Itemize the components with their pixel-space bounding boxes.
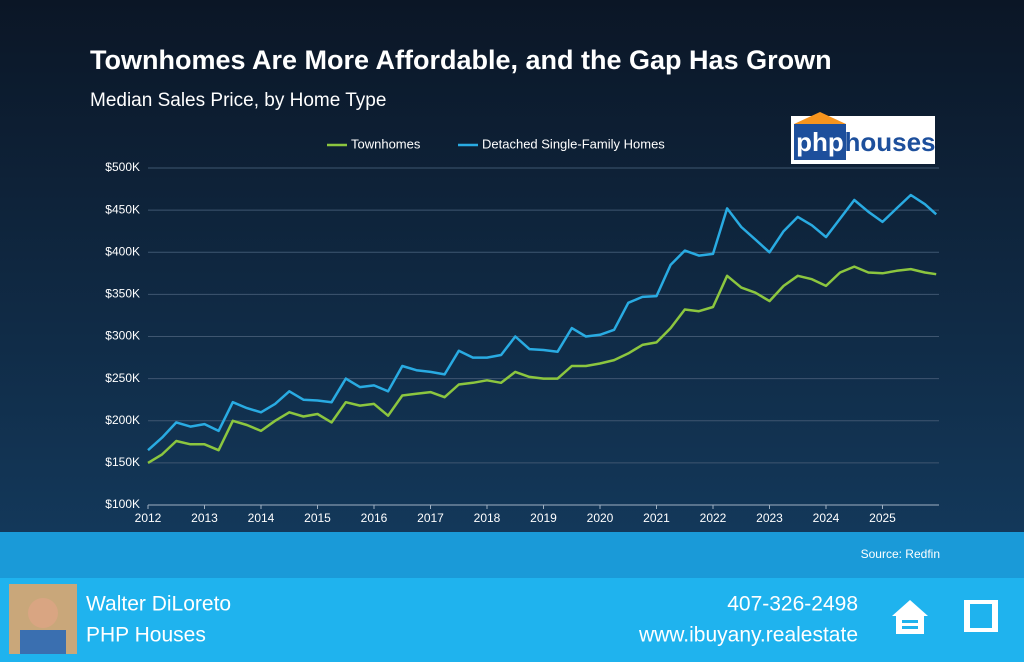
x-tick-label: 2018 xyxy=(474,511,501,525)
x-tick-label: 2016 xyxy=(361,511,388,525)
x-tick-label: 2024 xyxy=(813,511,840,525)
y-tick-label: $150K xyxy=(105,455,140,469)
line-series xyxy=(147,193,938,452)
x-tick-label: 2021 xyxy=(643,511,670,525)
logo: php houses xyxy=(791,112,936,164)
y-tick-label: $100K xyxy=(105,497,140,511)
agent-company: PHP Houses xyxy=(86,624,206,647)
x-tick-label: 2014 xyxy=(248,511,275,525)
y-tick-label: $450K xyxy=(105,202,140,216)
realtor-icon xyxy=(964,600,998,632)
x-tick-label: 2019 xyxy=(530,511,557,525)
photo-face xyxy=(28,598,58,628)
y-tick-label: $250K xyxy=(105,371,140,385)
x-tick-label: 2017 xyxy=(417,511,444,525)
x-tick-label: 2015 xyxy=(304,511,331,525)
equal-housing-icon xyxy=(892,600,928,634)
source-band xyxy=(0,532,1024,578)
realtor-inner xyxy=(970,604,992,628)
x-tick-label: 2023 xyxy=(756,511,783,525)
agent-name: Walter DiLoreto xyxy=(86,593,231,616)
house-bar xyxy=(902,626,918,629)
logo-right: houses xyxy=(844,127,935,157)
legend-label: Townhomes xyxy=(351,136,421,151)
chart-title: Townhomes Are More Affordable, and the G… xyxy=(90,45,832,75)
phone: 407-326-2498 xyxy=(727,593,858,616)
logo-left: php xyxy=(796,127,844,157)
house-bar xyxy=(902,620,918,623)
y-tick-label: $300K xyxy=(105,329,140,343)
legend-label: Detached Single-Family Homes xyxy=(482,136,665,151)
source: Source: Redfin xyxy=(861,547,940,561)
x-tick-label: 2025 xyxy=(869,511,896,525)
website: www.ibuyany.realestate xyxy=(638,624,858,647)
photo-shirt xyxy=(20,630,66,654)
line-series xyxy=(147,265,937,464)
background xyxy=(0,0,1024,532)
x-tick-label: 2012 xyxy=(135,511,162,525)
plot: $100K $150K $200K $250K $300K $350K $400K $450K… xyxy=(105,136,939,525)
y-tick-label: $500K xyxy=(105,160,140,174)
y-tick-label: $350K xyxy=(105,287,140,301)
x-tick-label: 2020 xyxy=(587,511,614,525)
y-tick-label: $400K xyxy=(105,244,140,258)
house-shape xyxy=(892,600,928,634)
logo-left-box xyxy=(794,124,846,160)
y-tick-label: $200K xyxy=(105,413,140,427)
x-tick-label: 2013 xyxy=(191,511,218,525)
chart-subtitle: Median Sales Price, by Home Type xyxy=(90,90,386,111)
x-tick-label: 2022 xyxy=(700,511,727,525)
footer-band xyxy=(0,578,1024,662)
photo xyxy=(9,584,77,654)
logo-roof xyxy=(794,112,846,124)
